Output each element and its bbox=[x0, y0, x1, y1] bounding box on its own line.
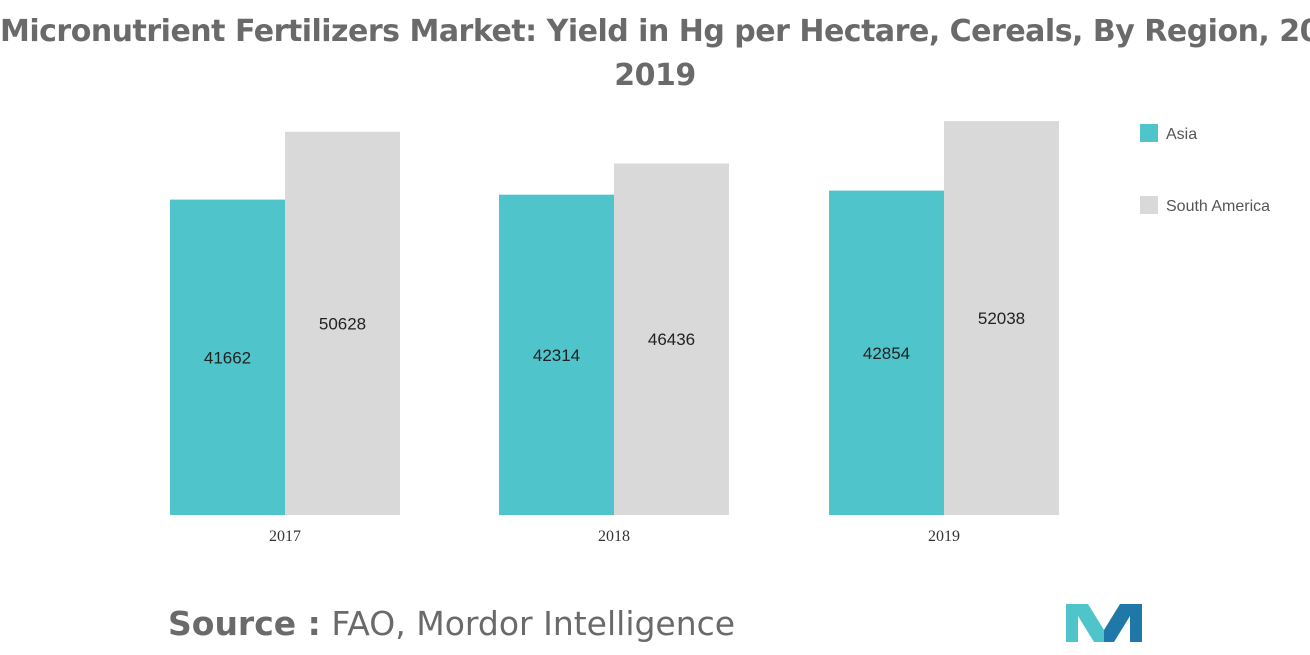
legend-label-south-america: South America bbox=[1166, 198, 1270, 215]
x-tick-label-2018: 2018 bbox=[598, 528, 630, 545]
logo-shape-right bbox=[1104, 604, 1142, 642]
x-tick-label-2019: 2019 bbox=[928, 528, 960, 545]
bar-south-america-2017 bbox=[285, 131, 400, 515]
source-note: Source : FAO, Mordor Intelligence bbox=[168, 604, 735, 643]
bar-asia-2019 bbox=[829, 190, 944, 515]
legend-swatch-south-america bbox=[1140, 196, 1158, 214]
bar-south-america-2019 bbox=[944, 121, 1059, 515]
legend-swatch-asia bbox=[1140, 124, 1158, 142]
source-text: FAO, Mordor Intelligence bbox=[331, 604, 736, 643]
data-label-south-america-2018: 46436 bbox=[648, 330, 695, 349]
chart-title-line2: 2019 bbox=[614, 58, 696, 93]
logo-shape-left bbox=[1066, 604, 1104, 642]
legend-label-asia: Asia bbox=[1166, 126, 1197, 143]
x-tick-label-2017: 2017 bbox=[269, 528, 301, 545]
data-label-asia-2019: 42854 bbox=[863, 344, 910, 363]
data-label-south-america-2019: 52038 bbox=[978, 309, 1025, 328]
data-label-south-america-2017: 50628 bbox=[319, 314, 366, 333]
bar-chart: 41662 50628 2017 42314 46436 2018 42854 52038 20… bbox=[170, 121, 1270, 545]
bar-asia-2017 bbox=[170, 199, 285, 516]
data-label-asia-2017: 41662 bbox=[204, 348, 251, 367]
chart-title-line1: Micronutrient Fertilizers Market: Yield … bbox=[0, 14, 1310, 49]
mordor-intelligence-logo bbox=[1066, 604, 1142, 642]
bar-asia-2018 bbox=[499, 194, 614, 515]
chart-title: Micronutrient Fertilizers Market: Yield … bbox=[0, 10, 1310, 98]
data-label-asia-2018: 42314 bbox=[533, 346, 580, 365]
source-label: Source : bbox=[168, 604, 321, 643]
bar-south-america-2018 bbox=[614, 163, 729, 515]
